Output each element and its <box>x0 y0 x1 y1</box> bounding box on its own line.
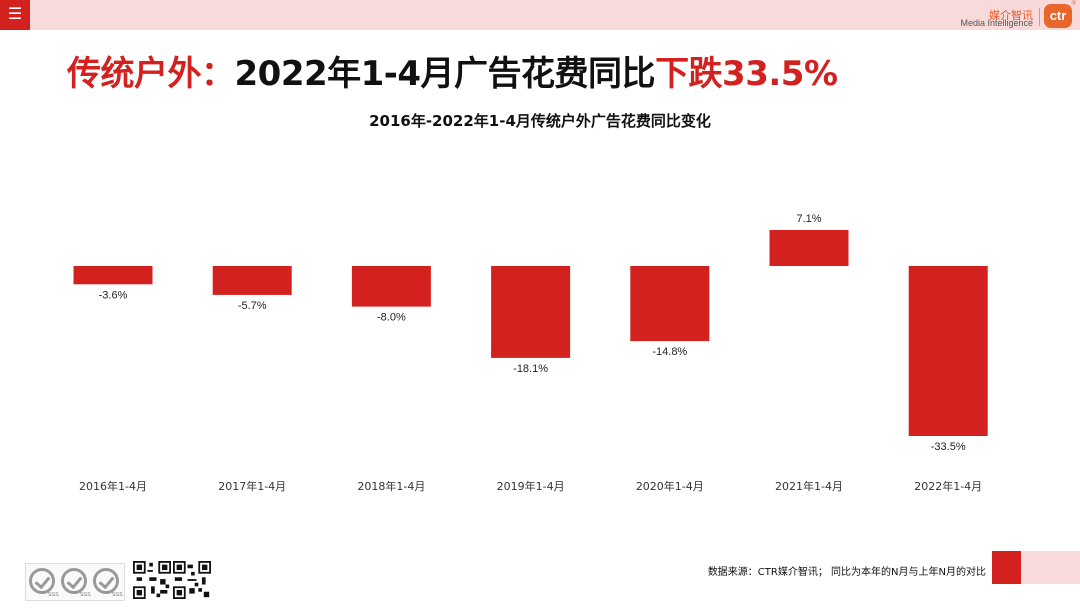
bar-chart: -3.6% 2016年1-4月 -5.7% 2017年1-4月 -8.0% 2018年1-… <box>73 213 988 493</box>
data-label: -14.8% <box>652 346 687 358</box>
bar-2021年1-4月 <box>769 230 849 266</box>
data-label: -8.0% <box>377 312 406 324</box>
certification-badges: SGS SGS SGS <box>25 563 125 601</box>
ctr-logo: ctr <box>1044 4 1072 28</box>
data-label: 7.1% <box>796 213 821 225</box>
qr-code-icon <box>173 561 211 599</box>
bar-2019年1-4月 <box>491 266 571 358</box>
page-title: 传统户外：2022年1-4月广告花费同比下跌33.5% <box>67 46 838 95</box>
category-label: 2017年1-4月 <box>218 479 286 493</box>
data-label: -18.1% <box>513 363 548 375</box>
category-label: 2019年1-4月 <box>497 479 565 493</box>
data-label: -3.6% <box>99 289 128 301</box>
category-label: 2020年1-4月 <box>636 479 704 493</box>
menu-icon[interactable]: ☰ <box>0 0 30 30</box>
title-highlight: 下跌33.5% <box>655 54 838 94</box>
badge-text: SGS <box>112 592 123 598</box>
data-source-note: 数据来源：CTR媒介智讯； 同比为本年的N月与上年N月的对比 <box>707 567 986 578</box>
footer-red-block <box>992 551 1021 584</box>
data-label: -33.5% <box>931 441 966 453</box>
title-prefix: 传统户外： <box>67 54 235 94</box>
bar-2017年1-4月 <box>212 266 292 295</box>
bar-2020年1-4月 <box>630 266 710 342</box>
badge-text: SGS <box>48 592 59 598</box>
category-label: 2018年1-4月 <box>357 479 425 493</box>
chart-title: 2016年-2022年1-4月传统户外广告花费同比变化 <box>369 112 711 130</box>
logo-divider <box>1039 8 1040 26</box>
qr-code-icon <box>133 561 171 599</box>
brand-name-cn: 媒介智讯 <box>989 9 1033 22</box>
title-middle: 2022年1-4月广告花费同比 <box>234 54 656 94</box>
bar-2018年1-4月 <box>351 266 431 307</box>
data-label: -5.7% <box>238 300 267 312</box>
category-label: 2021年1-4月 <box>775 479 843 493</box>
bar-2016年1-4月 <box>73 266 153 285</box>
bar-2022年1-4月 <box>908 266 988 436</box>
certification-check-icon <box>29 568 55 594</box>
category-label: 2016年1-4月 <box>79 479 147 493</box>
registered-mark: ® <box>1071 1 1076 7</box>
brand-name-en: Media Intelligence <box>960 18 1033 28</box>
certification-check-icon <box>61 568 87 594</box>
badge-text: SGS <box>80 592 91 598</box>
certification-check-icon <box>93 568 119 594</box>
category-label: 2022年1-4月 <box>914 479 982 493</box>
top-bar <box>0 0 1080 30</box>
